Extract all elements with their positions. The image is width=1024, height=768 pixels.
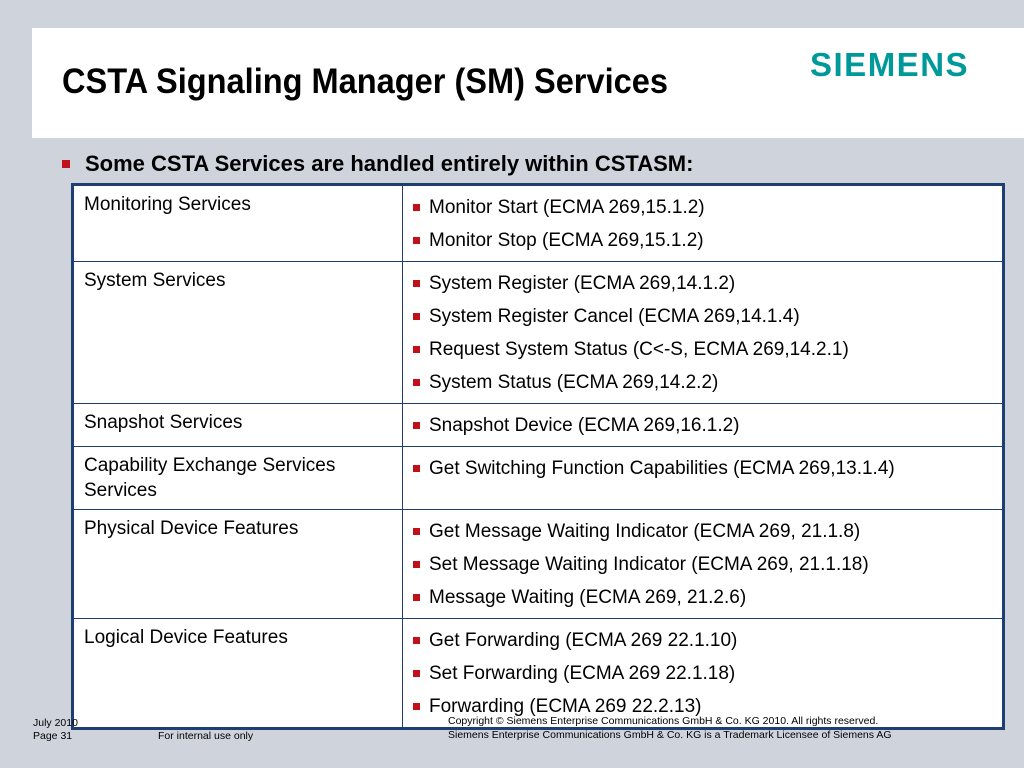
service-item-text: Monitor Stop (ECMA 269,15.1.2)	[429, 230, 704, 251]
square-bullet-icon	[413, 465, 420, 472]
service-item-text: System Register (ECMA 269,14.1.2)	[429, 273, 736, 294]
service-item-text: Get Message Waiting Indicator (ECMA 269,…	[429, 521, 861, 542]
footer-internal: For internal use only	[158, 730, 254, 742]
title-band	[32, 28, 1024, 138]
table-row: Logical Device Features Get Forwarding (E…	[72, 618, 1004, 729]
service-category: Snapshot Services	[72, 403, 403, 447]
table-row: Monitoring Services Monitor Start (ECMA 2…	[72, 184, 1004, 262]
list-item: Forwarding (ECMA 269 22.2.13)	[413, 690, 994, 723]
service-item-text: Forwarding (ECMA 269 22.2.13)	[429, 696, 702, 717]
list-item: System Register Cancel (ECMA 269,14.1.4)	[413, 300, 994, 333]
square-bullet-icon	[413, 670, 420, 677]
intro-text: Some CSTA Services are handled entirely …	[85, 151, 694, 176]
square-bullet-icon	[413, 703, 420, 710]
list-item: System Status (ECMA 269,14.2.2)	[413, 366, 994, 399]
list-item: Get Message Waiting Indicator (ECMA 269,…	[413, 515, 994, 548]
square-bullet-icon	[413, 204, 420, 211]
service-category: System Services	[72, 261, 403, 404]
list-item: Message Waiting (ECMA 269, 21.2.6)	[413, 581, 994, 614]
service-category: Physical Device Features	[72, 509, 403, 619]
footer-page: Page 31	[33, 730, 73, 742]
service-items: Get Switching Function Capabilities (ECM…	[402, 446, 1004, 510]
service-item-text: Get Forwarding (ECMA 269 22.1.10)	[429, 630, 738, 651]
service-item-text: Get Switching Function Capabilities (ECM…	[429, 458, 895, 479]
service-item-text: Request System Status (C<-S, ECMA 269,14…	[429, 339, 849, 360]
square-bullet-icon	[62, 160, 70, 168]
service-item-text: Message Waiting (ECMA 269, 21.2.6)	[429, 587, 747, 608]
service-items: Snapshot Device (ECMA 269,16.1.2)	[402, 403, 1004, 447]
service-items: System Register (ECMA 269,14.1.2) System …	[402, 261, 1004, 404]
service-item-text: Monitor Start (ECMA 269,15.1.2)	[429, 197, 705, 218]
siemens-logo: SIEMENS	[810, 46, 970, 83]
list-item: Get Switching Function Capabilities (ECM…	[413, 452, 994, 485]
square-bullet-icon	[413, 594, 420, 601]
square-bullet-icon	[413, 280, 420, 287]
square-bullet-icon	[413, 313, 420, 320]
service-items: Get Message Waiting Indicator (ECMA 269,…	[402, 509, 1004, 619]
footer-trademark: Siemens Enterprise Communications GmbH &…	[448, 729, 892, 741]
square-bullet-icon	[413, 528, 420, 535]
table-row: Snapshot Services Snapshot Device (ECMA 2…	[72, 403, 1004, 447]
service-item-text: Set Forwarding (ECMA 269 22.1.18)	[429, 663, 736, 684]
square-bullet-icon	[413, 422, 420, 429]
square-bullet-icon	[413, 637, 420, 644]
square-bullet-icon	[413, 561, 420, 568]
square-bullet-icon	[413, 237, 420, 244]
footer-date: July 2010	[33, 717, 78, 729]
service-item-text: Snapshot Device (ECMA 269,16.1.2)	[429, 415, 740, 436]
square-bullet-icon	[413, 346, 420, 353]
table-row: System Services System Register (ECMA 269…	[72, 261, 1004, 404]
service-item-text: Set Message Waiting Indicator (ECMA 269,…	[429, 554, 869, 575]
service-items: Get Forwarding (ECMA 269 22.1.10) Set For…	[402, 618, 1004, 729]
list-item: Set Forwarding (ECMA 269 22.1.18)	[413, 657, 994, 690]
service-item-text: System Register Cancel (ECMA 269,14.1.4)	[429, 306, 800, 327]
footer-copyright: Copyright © Siemens Enterprise Communica…	[448, 715, 879, 727]
table-row: Capability Exchange Services Services Get…	[72, 446, 1004, 510]
table-row: Physical Device Features Get Message Wait…	[72, 509, 1004, 619]
slide-title: CSTA Signaling Manager (SM) Services	[62, 62, 668, 101]
square-bullet-icon	[413, 379, 420, 386]
list-item: Set Message Waiting Indicator (ECMA 269,…	[413, 548, 994, 581]
service-category: Logical Device Features	[72, 618, 403, 729]
list-item: System Register (ECMA 269,14.1.2)	[413, 267, 994, 300]
list-item: Snapshot Device (ECMA 269,16.1.2)	[413, 409, 994, 442]
list-item: Get Forwarding (ECMA 269 22.1.10)	[413, 624, 994, 657]
service-category: Capability Exchange Services Services	[72, 446, 403, 510]
list-item: Request System Status (C<-S, ECMA 269,14…	[413, 333, 994, 366]
service-items: Monitor Start (ECMA 269,15.1.2) Monitor S…	[402, 184, 1004, 262]
service-item-text: System Status (ECMA 269,14.2.2)	[429, 372, 719, 393]
service-category: Monitoring Services	[72, 184, 403, 262]
services-table: Monitoring Services Monitor Start (ECMA 2…	[71, 183, 1005, 730]
services-table-body: Monitoring Services Monitor Start (ECMA 2…	[72, 184, 1004, 729]
intro-bullet: Some CSTA Services are handled entirely …	[62, 150, 693, 178]
list-item: Monitor Stop (ECMA 269,15.1.2)	[413, 224, 994, 257]
list-item: Monitor Start (ECMA 269,15.1.2)	[413, 191, 994, 224]
